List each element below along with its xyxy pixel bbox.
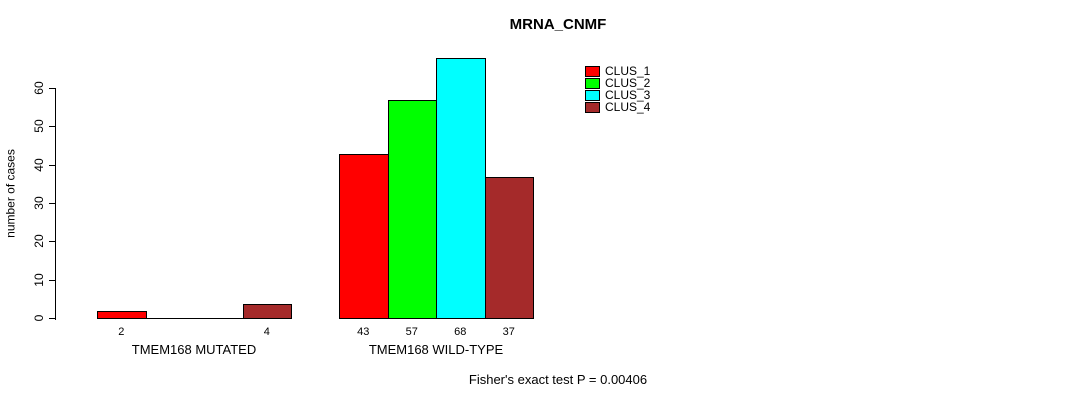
y-axis-line: [55, 89, 56, 320]
bar-value-label: 2: [118, 326, 125, 338]
bar-clus_2-wildtype: [387, 100, 437, 319]
bar-clus_1-mutated: [97, 311, 147, 319]
y-axis-label: number of cases: [3, 149, 18, 238]
zero-height-bar-baseline: [145, 318, 195, 319]
legend-label: CLUS_2: [605, 76, 651, 90]
bar-clus_3-wildtype: [436, 58, 486, 319]
fisher-test-footnote: Fisher's exact test P = 0.00406: [468, 372, 648, 387]
y-tick-mark: [49, 280, 56, 281]
y-tick-mark: [49, 88, 56, 89]
y-tick-label: 40: [32, 158, 46, 172]
bar-clus_4-wildtype: [484, 177, 534, 319]
y-tick-label: 50: [32, 119, 46, 133]
y-tick-label: 30: [32, 196, 46, 210]
legend-swatch-clus_1: [585, 66, 600, 77]
x-group-label-mutated: TMEM168 MUTATED: [131, 342, 257, 357]
legend-label: CLUS_3: [605, 88, 651, 102]
y-tick-label: 60: [32, 81, 46, 95]
bar-value-label: 57: [405, 326, 418, 338]
bar-value-label: 4: [263, 326, 270, 338]
legend-item-clus_3: CLUS_3: [585, 88, 651, 102]
x-group-label-wildtype: TMEM168 WILD-TYPE: [368, 342, 504, 357]
y-tick-mark: [49, 126, 56, 127]
y-tick-mark: [49, 165, 56, 166]
y-tick-mark: [49, 241, 56, 242]
y-tick-label: 20: [32, 234, 46, 248]
chart-title: MRNA_CNMF: [509, 16, 607, 33]
bar-value-label: 37: [502, 326, 515, 338]
y-tick-label: 10: [32, 273, 46, 287]
legend-label: CLUS_1: [605, 64, 651, 78]
bar-value-label: 68: [454, 326, 467, 338]
legend-swatch-clus_4: [585, 102, 600, 113]
zero-height-bar-baseline: [194, 318, 244, 319]
legend-item-clus_4: CLUS_4: [585, 100, 651, 114]
legend-label: CLUS_4: [605, 100, 651, 114]
legend: CLUS_1 CLUS_2 CLUS_3 CLUS_4: [585, 64, 651, 114]
bar-clus_4-mutated: [242, 304, 292, 319]
legend-item-clus_2: CLUS_2: [585, 76, 651, 90]
legend-item-clus_1: CLUS_1: [585, 64, 651, 78]
y-tick-mark: [49, 203, 56, 204]
bar-value-label: 43: [357, 326, 370, 338]
y-tick-mark: [49, 318, 56, 319]
bar-clus_1-wildtype: [339, 154, 389, 319]
legend-swatch-clus_3: [585, 90, 600, 101]
legend-swatch-clus_2: [585, 78, 600, 89]
y-tick-label: 0: [32, 314, 46, 322]
